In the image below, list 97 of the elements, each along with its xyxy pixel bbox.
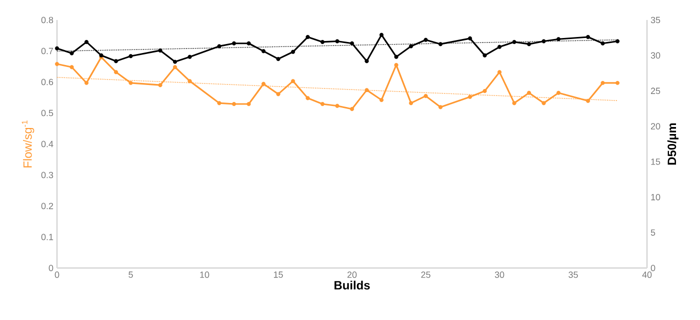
point [158, 83, 162, 88]
point [188, 79, 192, 84]
point [586, 98, 590, 103]
point [556, 90, 561, 95]
point [128, 54, 133, 58]
point [350, 41, 354, 46]
point [512, 40, 516, 44]
point [232, 102, 236, 106]
point [408, 101, 414, 106]
y-tick-label: 0.2 [41, 202, 54, 210]
y-tick-label: 0.4 [41, 140, 54, 148]
x-tick-label: 5 [128, 272, 133, 278]
point [600, 80, 605, 85]
x-tick-label: 25 [421, 272, 430, 278]
point [128, 80, 133, 85]
point [556, 37, 561, 42]
point [70, 51, 74, 56]
point [438, 42, 443, 46]
point [468, 36, 472, 40]
point [320, 102, 325, 106]
point [526, 90, 532, 95]
point [335, 104, 340, 108]
point [114, 59, 118, 64]
y2-tick-label: 25 [650, 88, 660, 94]
y2-tick-label: 0 [650, 264, 656, 272]
point [84, 80, 89, 85]
point [261, 82, 266, 86]
y-tick-label: 0.7 [41, 48, 54, 54]
y2-tick-label: 20 [650, 123, 660, 130]
point [261, 49, 266, 54]
y-tick-label: 0.6 [41, 78, 54, 86]
point [468, 94, 472, 99]
x-tick-label: 20 [347, 272, 357, 278]
point [246, 102, 251, 106]
point [217, 101, 222, 106]
y-axis-title: Flow/sg$^{-1}$ [22, 120, 34, 168]
point [512, 101, 516, 106]
point [158, 48, 162, 53]
point [542, 39, 546, 44]
point [394, 62, 398, 67]
point [482, 88, 487, 94]
x-tick-label: 10 [200, 272, 210, 278]
point [586, 34, 590, 40]
point [350, 106, 354, 112]
point [84, 40, 89, 44]
y2-tick-label: 15 [651, 158, 660, 165]
point [482, 53, 487, 58]
point [114, 70, 118, 74]
point [424, 38, 428, 42]
y2-tick-label: 30 [650, 52, 660, 59]
point [615, 39, 620, 44]
point [172, 60, 178, 64]
point [188, 54, 192, 59]
point [335, 39, 340, 44]
point [542, 101, 546, 106]
y2-axis-title: D50/µm [667, 123, 678, 165]
point [172, 65, 178, 70]
point [320, 40, 325, 44]
point [408, 44, 414, 48]
point [600, 41, 605, 46]
point [232, 41, 236, 46]
y-tick-label: 0.3 [41, 172, 54, 178]
x-tick-label: 30 [494, 272, 504, 278]
y-tick-label: 0.5 [41, 110, 54, 116]
x-tick-label: 0 [54, 272, 60, 278]
point [364, 59, 369, 64]
x-tick-label: 15 [274, 272, 283, 278]
point [394, 54, 398, 59]
point [290, 79, 296, 84]
point [54, 62, 60, 66]
point [217, 44, 222, 48]
point [497, 44, 502, 49]
point [70, 65, 74, 70]
point [497, 70, 502, 74]
point [306, 34, 310, 40]
point [276, 92, 280, 96]
y2-tick-label: 5 [650, 229, 656, 236]
x-tick-label: 35 [568, 272, 578, 278]
y2-tick-label: 10 [651, 194, 660, 200]
point [54, 46, 60, 50]
point [424, 94, 428, 98]
point [306, 96, 310, 100]
point [364, 88, 369, 92]
x-tick-label: 40 [642, 272, 652, 278]
point [276, 56, 280, 62]
point [246, 41, 251, 46]
y-tick-label: 0.1 [41, 234, 54, 240]
y-tick-label: 0 [48, 264, 54, 272]
y2-tick-label: 35 [650, 16, 660, 24]
y-tick-label: 0.8 [41, 16, 54, 24]
point [290, 50, 296, 54]
point [526, 42, 532, 46]
point [438, 105, 443, 110]
point [379, 32, 384, 37]
point [615, 80, 620, 85]
x-axis-title: Builds [334, 280, 370, 290]
point [379, 98, 384, 102]
